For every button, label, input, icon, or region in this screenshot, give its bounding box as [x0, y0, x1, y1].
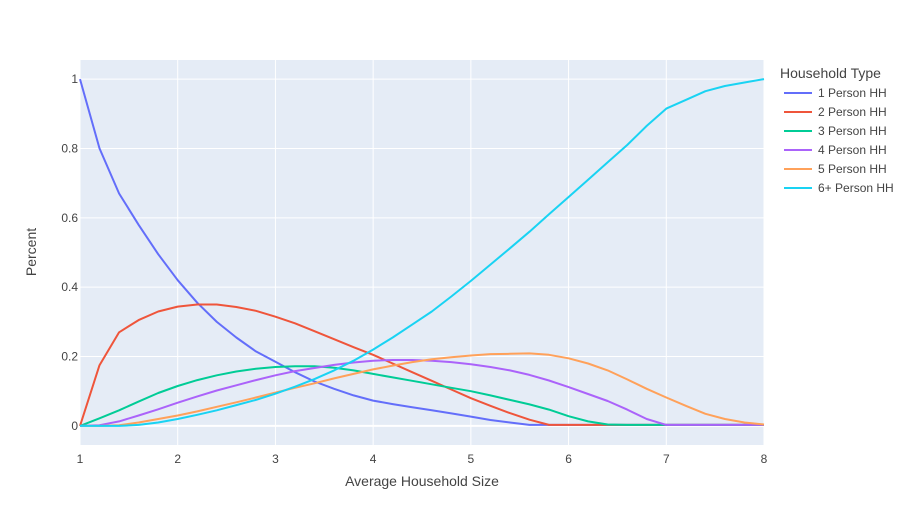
legend-item-label[interactable]: 4 Person HH — [818, 143, 887, 157]
series-lines[interactable] — [79, 78, 765, 427]
legend-item-label[interactable]: 2 Person HH — [818, 105, 887, 119]
y-tick-label: 0.4 — [61, 280, 78, 294]
legend[interactable]: Household Type 1 Person HH 2 Person HH 3 P… — [780, 65, 894, 195]
legend-item-label[interactable]: 5 Person HH — [818, 162, 887, 176]
y-axis-ticks: 0 0.2 0.4 0.6 0.8 1 — [61, 72, 78, 433]
x-tick-label: 2 — [174, 452, 181, 466]
x-axis-ticks: 1 2 3 4 5 6 7 8 — [77, 452, 768, 466]
y-tick-label: 1 — [71, 72, 78, 86]
x-tick-label: 6 — [565, 452, 572, 466]
x-tick-label: 8 — [761, 452, 768, 466]
series-line[interactable] — [80, 78, 765, 427]
x-tick-label: 1 — [77, 452, 84, 466]
y-tick-label: 0.6 — [61, 211, 78, 225]
legend-item-label[interactable]: 3 Person HH — [818, 124, 887, 138]
plot-background — [80, 60, 764, 445]
legend-item-label[interactable]: 1 Person HH — [818, 86, 887, 100]
legend-title: Household Type — [780, 65, 881, 81]
grid-lines — [79, 60, 765, 445]
x-tick-label: 4 — [370, 452, 377, 466]
x-axis-title: Average Household Size — [345, 473, 499, 489]
x-tick-label: 3 — [272, 452, 279, 466]
x-tick-label: 7 — [663, 452, 670, 466]
x-tick-label: 5 — [468, 452, 475, 466]
y-tick-label: 0.2 — [61, 350, 78, 364]
series-line[interactable] — [79, 365, 764, 427]
y-tick-label: 0.8 — [61, 141, 78, 155]
legend-item-label[interactable]: 6+ Person HH — [818, 181, 894, 195]
series-line[interactable] — [80, 352, 765, 427]
y-tick-label: 0 — [71, 419, 78, 433]
y-axis-title: Percent — [23, 228, 39, 276]
